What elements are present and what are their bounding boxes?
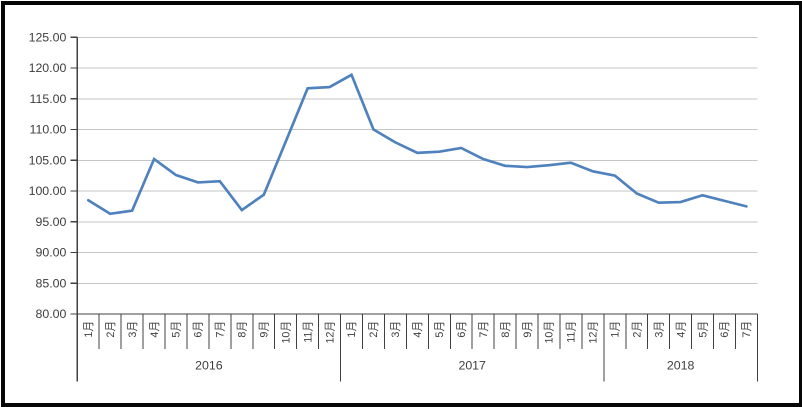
x-axis-month-label: 7月 [741, 321, 753, 338]
x-axis-month-label: 12月 [588, 321, 600, 344]
data-series-line [86, 72, 748, 216]
x-axis-month-label: 6月 [456, 321, 468, 338]
x-axis-month-label: 12月 [324, 321, 336, 344]
y-axis-label: 105.00 [29, 153, 67, 167]
x-axis-month-label: 10月 [544, 321, 556, 344]
x-axis-month-label: 9月 [258, 321, 270, 338]
y-axis-label: 110.00 [29, 123, 66, 137]
y-axis-label: 80.00 [35, 307, 66, 321]
y-axis-label: 95.00 [35, 215, 66, 229]
x-axis-month-label: 8月 [236, 321, 248, 338]
x-axis-month-label: 7月 [478, 321, 490, 338]
y-axis-label: 90.00 [35, 246, 66, 260]
y-axis-label: 115.00 [29, 92, 66, 106]
x-axis-month-label: 3月 [127, 321, 139, 338]
x-axis-month-label: 11月 [302, 321, 314, 343]
x-axis-month-label: 1月 [83, 321, 95, 338]
y-axis-label: 100.00 [29, 184, 67, 198]
x-axis-month-label: 7月 [215, 321, 227, 338]
x-axis-month-label: 4月 [412, 321, 424, 338]
x-axis-month-label: 3月 [653, 321, 665, 338]
y-axis-label: 125.00 [29, 30, 67, 44]
x-axis-month-label: 5月 [697, 321, 709, 338]
x-axis-month-label: 2月 [631, 321, 643, 338]
y-axis-label: 85.00 [35, 276, 66, 290]
x-axis-month-label: 1月 [609, 321, 621, 338]
x-axis-year-label: 2017 [458, 359, 486, 373]
line-chart: 80.00 85.00 90.00 95.00 100.00 105.00 110.00 11… [29, 30, 758, 382]
x-axis-year-label: 2018 [667, 359, 695, 373]
x-axis-month-label: 6月 [193, 321, 205, 338]
x-axis-month-label: 2月 [105, 321, 117, 338]
x-axis-month-label: 5月 [171, 321, 183, 338]
x-axis-month-label: 4月 [149, 321, 161, 338]
x-axis-month-label: 9月 [522, 321, 534, 338]
x-axis-month-label: 11月 [566, 321, 578, 343]
x-axis-year-label: 2016 [195, 359, 223, 373]
x-axis-month-label: 2月 [368, 321, 380, 338]
y-axis-label: 120.00 [29, 61, 67, 75]
x-axis-month-label: 3月 [390, 321, 402, 338]
x-axis-month-label: 8月 [500, 321, 512, 338]
x-axis-month-label: 4月 [675, 321, 687, 338]
x-axis-month-label: 6月 [719, 321, 731, 338]
x-axis-month-label: 1月 [346, 321, 358, 338]
x-axis-month-label: 10月 [280, 321, 292, 344]
x-axis-month-label: 5月 [434, 321, 446, 338]
